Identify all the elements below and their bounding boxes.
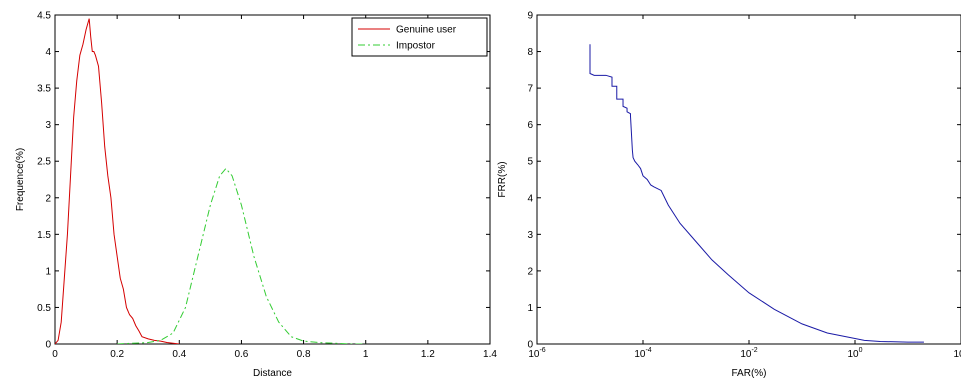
y-tick-label: 2 <box>527 266 533 277</box>
x-tick-label: 100 <box>847 347 862 360</box>
x-tick-label: 1.4 <box>483 349 497 360</box>
y-tick-label: 7 <box>527 84 533 95</box>
x-tick-label: 10-4 <box>634 347 651 360</box>
series-line-0 <box>55 18 180 344</box>
y-tick-label: 3 <box>45 120 51 131</box>
x-tick-label: 0.8 <box>297 349 311 360</box>
y-tick-label: 2.5 <box>37 157 51 168</box>
x-tick-label: 10-6 <box>528 347 545 360</box>
axes-frame <box>536 14 961 345</box>
y-tick-label: 3.5 <box>37 84 51 95</box>
y-tick-label: 4.5 <box>37 11 51 22</box>
x-tick-label: 0 <box>52 349 58 360</box>
y-tick-label: 3 <box>527 230 533 241</box>
y-tick-label: 0 <box>45 340 51 351</box>
x-tick-label: 0.6 <box>234 349 248 360</box>
y-tick-label: 0 <box>527 340 533 351</box>
y-tick-label: 2 <box>45 193 51 204</box>
x-tick-label: 1 <box>363 349 369 360</box>
y-tick-label: 6 <box>527 120 533 131</box>
legend-box <box>351 17 488 57</box>
legend: Genuine user Impostor <box>351 17 488 57</box>
x-tick-label: 0.2 <box>110 349 124 360</box>
x-axis-label: Distance <box>253 368 292 379</box>
distance-distribution-plot: 0 0.2 0.4 0.6 0.8 1 1.2 1.4 0 0.5 1 1.5 2 2.5 3 3.5 4 4.5… <box>15 11 497 380</box>
y-tick-label: 9 <box>527 11 533 22</box>
y-tick-label: 4 <box>45 47 51 58</box>
y-tick-label: 1.5 <box>37 230 51 241</box>
legend-label: Genuine user <box>396 25 457 36</box>
legend-label: Impostor <box>396 41 436 52</box>
y-tick-label: 0.5 <box>37 303 51 314</box>
y-tick-label: 1 <box>45 266 51 277</box>
x-axis-label: FAR(%) <box>732 368 767 379</box>
x-tick-label: 1.2 <box>421 349 435 360</box>
series-line-0 <box>589 44 924 343</box>
far-frr-plot: 10-6 10-4 10-2 100 102 0 1 2 3 4 5 6 7 8 9 FAR(%) FRR(%) <box>497 11 961 379</box>
y-tick-label: 8 <box>527 47 533 58</box>
y-tick-label: 5 <box>527 157 533 168</box>
y-axis-label: FRR(%) <box>497 161 508 197</box>
y-tick-label: 4 <box>527 193 533 204</box>
series-line-1 <box>117 167 366 344</box>
x-tick-label: 10-2 <box>740 347 757 360</box>
y-tick-label: 1 <box>527 303 533 314</box>
x-tick-label: 0.4 <box>172 349 186 360</box>
axes-frame <box>54 14 491 345</box>
y-axis-label: Frequence(%) <box>15 148 26 211</box>
x-tick-label: 102 <box>953 347 961 360</box>
